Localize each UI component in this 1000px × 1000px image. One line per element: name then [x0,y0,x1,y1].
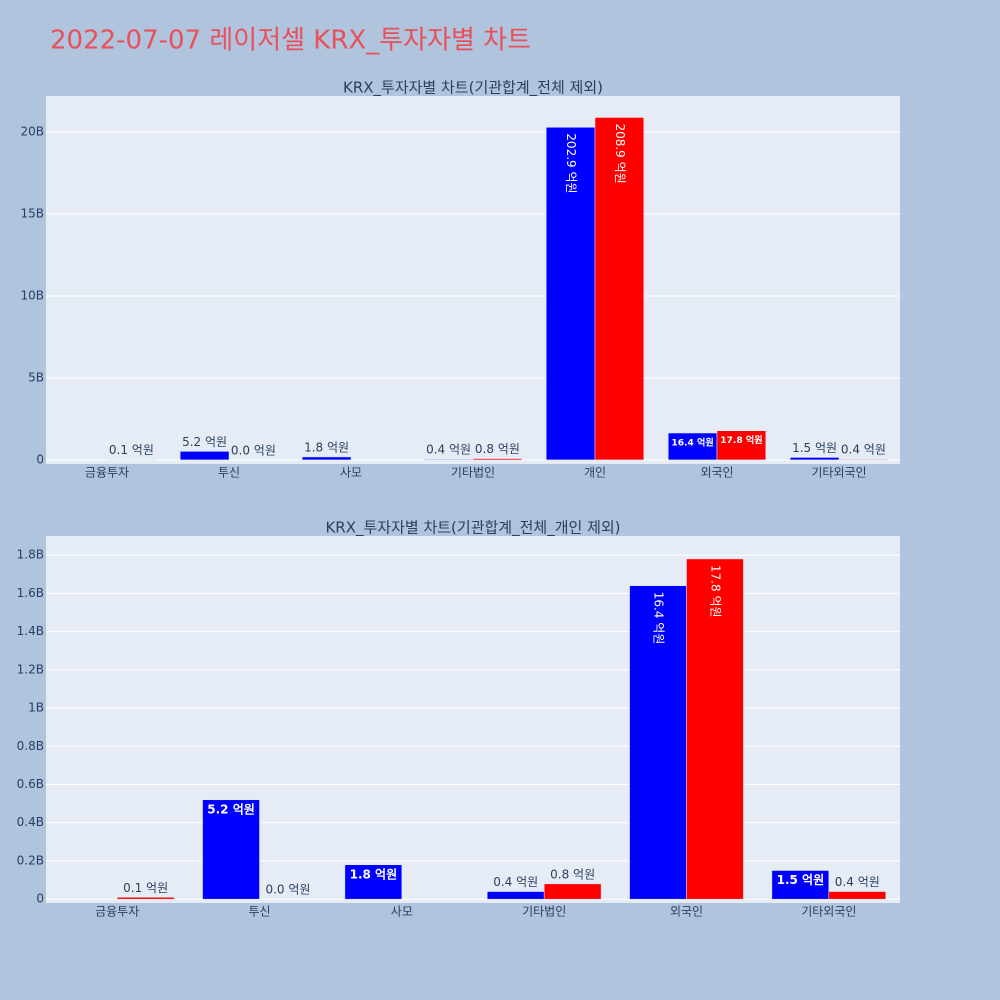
data-label: 5.2 억원 [182,435,227,449]
x-tick-label: 투신 [248,905,270,919]
bar [789,457,840,461]
bar [486,891,545,900]
y-tick-label: 1.4B [17,624,44,638]
y-tick-label: 1B [28,701,44,715]
plot-area [46,536,900,903]
bar [116,897,175,900]
bar [716,430,767,461]
y-tick-label: 10B [20,288,44,302]
y-tick-label: 0.4B [17,815,44,829]
x-tick-label: 기타법인 [522,905,566,919]
bar [771,870,830,900]
data-label: 0.8 억원 [550,867,595,881]
data-label: 17.8 억원 [708,565,722,618]
x-tick-label: 기타외국인 [811,466,866,480]
x-tick-label: 외국인 [700,466,733,480]
x-tick-label: 투신 [218,466,240,480]
data-label: 0.8 억원 [475,442,520,456]
data-label: 0.4 억원 [841,443,886,457]
bar [545,127,596,461]
x-tick-label: 금융투자 [85,466,129,480]
data-label: 0.0 억원 [265,883,310,897]
y-tick-label: 1.2B [17,662,44,676]
data-label: 16.4 억원 [652,592,666,645]
y-tick-label: 1.6B [17,586,44,600]
bar [179,451,230,461]
bar [594,117,645,461]
data-label: 1.8 억원 [350,867,398,881]
x-tick-label: 기타법인 [451,466,495,480]
data-label: 0.4 억원 [493,875,538,889]
x-tick-label: 개인 [584,466,606,480]
x-tick-label: 사모 [391,905,413,919]
x-tick-label: 기타외국인 [801,905,856,919]
data-label: 0.1 억원 [123,881,168,895]
data-label: 1.5 억원 [792,441,837,455]
bar [344,864,403,900]
data-label: 5.2 억원 [207,802,255,816]
bar [686,558,744,900]
plot-area [46,96,900,464]
chart-title: KRX_투자자별 차트(기관합계_전체_개인 제외) [325,519,620,538]
data-label: 16.4 억원 [671,437,713,449]
y-tick-label: 0 [36,892,44,906]
x-tick-label: 사모 [340,466,362,480]
data-label: 0.4 억원 [426,443,471,457]
y-tick-label: 1.8B [17,548,44,562]
bar [543,883,602,900]
bar [667,432,718,461]
data-label: 0.0 억원 [231,443,276,457]
data-label: 1.8 억원 [304,440,349,454]
data-label: 17.8 억원 [720,434,762,446]
bar [202,799,260,900]
data-label: 208.9 억원 [613,123,627,183]
y-tick-label: 0.6B [17,777,44,791]
x-tick-label: 금융투자 [95,905,139,919]
bar [423,458,474,461]
bar [828,891,887,900]
y-tick-label: 0 [36,452,44,466]
bar [472,458,523,461]
y-tick-label: 5B [28,370,44,384]
page-title: 2022-07-07 레이저셀 KRX_투자자별 차트 [50,26,531,56]
y-tick-label: 15B [20,207,44,221]
bar [629,585,687,900]
chart-title: KRX_투자자별 차트(기관합계_전체 제외) [343,79,603,98]
y-tick-label: 0.8B [17,739,44,753]
bar [301,456,352,461]
data-label: 202.9 억원 [564,133,578,193]
y-tick-label: 20B [20,125,44,139]
bar [838,458,889,461]
data-label: 0.4 억원 [835,875,880,889]
data-label: 1.5 억원 [777,873,825,887]
data-label: 0.1 억원 [109,443,154,457]
x-tick-label: 외국인 [670,905,703,919]
y-tick-label: 0.2B [17,853,44,867]
